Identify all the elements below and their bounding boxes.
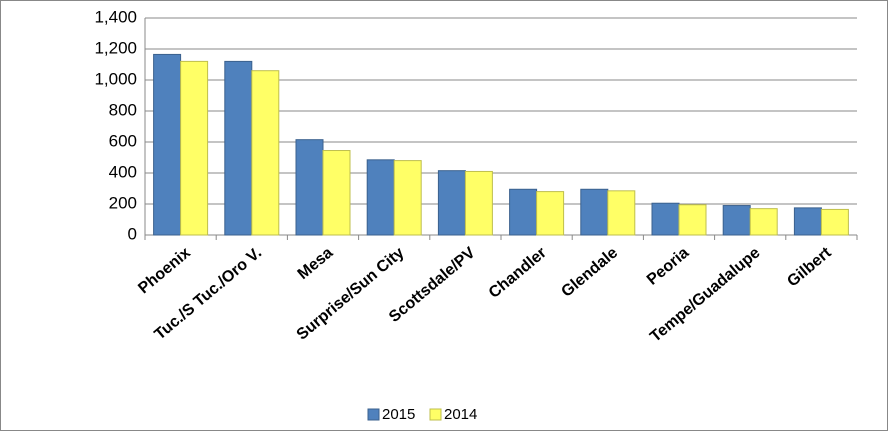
bar: [580, 188, 609, 236]
bar: [509, 188, 538, 236]
bar: [251, 70, 280, 236]
y-tick-label: 200: [109, 193, 137, 212]
bar: [180, 60, 209, 236]
legend-swatch: [429, 408, 442, 421]
bar: [607, 190, 636, 236]
legend-label: 2015: [382, 406, 415, 423]
y-tick-label: 800: [109, 100, 137, 119]
bar: [464, 170, 493, 236]
y-tick-label: 600: [109, 131, 137, 150]
bar: [651, 202, 680, 236]
y-tick-label: 1,400: [94, 7, 137, 26]
bar: [536, 191, 565, 236]
legend-label: 2014: [444, 406, 477, 423]
bar: [820, 208, 849, 236]
bar: [678, 204, 707, 236]
y-tick-label: 1,000: [94, 69, 137, 88]
bar: [322, 150, 351, 236]
bar: [153, 53, 182, 236]
bar: [722, 205, 751, 236]
bar: [224, 60, 253, 236]
bar: [393, 160, 422, 236]
legend-swatch: [367, 408, 380, 421]
bar: [295, 139, 324, 236]
y-tick-label: 0: [128, 224, 137, 243]
bar: [437, 170, 466, 236]
bar: [793, 207, 822, 236]
y-tick-label: 400: [109, 162, 137, 181]
bar: [749, 208, 778, 236]
bar: [366, 159, 395, 236]
y-tick-label: 1,200: [94, 38, 137, 57]
